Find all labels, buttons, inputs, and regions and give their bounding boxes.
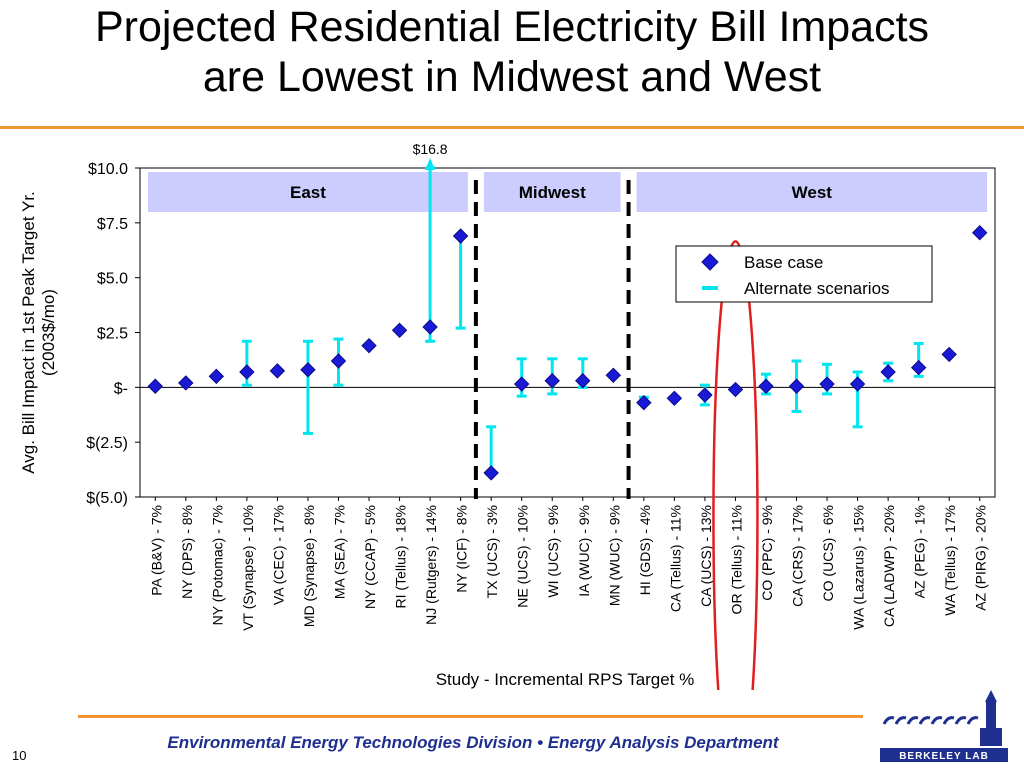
x-tick-label: HI (GDS) - 4% xyxy=(637,505,653,595)
y-tick-label: $5.0 xyxy=(97,271,128,288)
slide-title: Projected Residential Electricity Bill I… xyxy=(0,2,1024,102)
x-tick-label: OR (Tellus) - 11% xyxy=(728,505,744,614)
highlight-ellipse xyxy=(712,240,759,690)
base-case-point xyxy=(666,390,683,407)
x-tick-label: AZ (PIRG) - 20% xyxy=(973,505,989,611)
base-case-point xyxy=(178,375,194,391)
base-case-point xyxy=(452,228,469,244)
x-tick-label: NY (CCAP) - 5% xyxy=(362,505,378,609)
x-tick-label: NY (DPS) - 8% xyxy=(179,505,195,599)
overflow-label: $16.8 xyxy=(413,141,448,157)
region-band-east xyxy=(148,172,468,212)
legend-box xyxy=(675,245,933,303)
base-case-point xyxy=(300,362,316,378)
x-tick-label: VT (Synapse) - 10% xyxy=(240,505,256,631)
base-case-point xyxy=(544,373,560,389)
x-tick-label: NE (UCS) - 10% xyxy=(515,505,531,608)
base-case-point xyxy=(972,224,988,241)
x-tick-label: AZ (PEG) - 1% xyxy=(912,505,928,598)
base-case-point xyxy=(880,364,896,380)
base-case-point xyxy=(239,364,255,380)
legend-label-alternate: Alternate scenarios xyxy=(744,279,890,298)
base-case-point xyxy=(513,376,530,392)
x-tick-label: TX (UCS) - 3% xyxy=(484,505,500,598)
base-case-point xyxy=(147,378,163,394)
base-case-point xyxy=(422,319,438,335)
region-band-midwest xyxy=(483,172,621,212)
y-axis-title-line-1: Avg. Bill Impact in 1st Peak Target Yr. xyxy=(19,191,38,474)
base-case-point xyxy=(575,373,591,389)
legend-marker-base-case xyxy=(701,253,719,271)
base-case-point xyxy=(483,465,499,481)
y-tick-label: $(5.0) xyxy=(86,490,128,507)
x-tick-label: WI (UCS) - 9% xyxy=(545,505,561,598)
y-tick-label: $2.5 xyxy=(97,326,128,343)
base-case-point xyxy=(727,381,744,398)
x-tick-label: MN (WUC) - 9% xyxy=(606,505,622,606)
base-case-point xyxy=(788,378,805,394)
base-case-point xyxy=(758,378,774,394)
base-case-point xyxy=(910,359,927,376)
top-divider xyxy=(0,126,1024,129)
x-tick-label: CA (UCS) - 13% xyxy=(698,505,714,607)
region-band-west xyxy=(636,172,987,212)
x-axis-title: Study - Incremental RPS Target % xyxy=(436,670,695,689)
base-case-point xyxy=(941,346,957,363)
y-axis-title-line-2: (2003$/mo) xyxy=(39,289,58,376)
x-tick-label: VA (CEC) - 17% xyxy=(270,505,286,605)
x-tick-label: CA (CRS) - 17% xyxy=(790,505,806,607)
legend-label-base-case: Base case xyxy=(744,253,823,272)
x-tick-label: NY (Potomac) - 7% xyxy=(209,505,225,625)
x-tick-label: IA (WUC) - 9% xyxy=(576,505,592,597)
base-case-point xyxy=(391,322,408,339)
base-case-point xyxy=(697,387,713,403)
y-tick-label: $(2.5) xyxy=(86,435,128,452)
bottom-divider xyxy=(78,715,863,718)
title-line-1: Projected Residential Electricity Bill I… xyxy=(94,3,930,51)
x-tick-label: MA (SEA) - 7% xyxy=(331,505,347,599)
page-number: 10 xyxy=(12,748,27,763)
base-case-point xyxy=(819,376,835,392)
x-tick-label: CO (PPC) - 9% xyxy=(759,505,775,601)
x-tick-label: WA (Tellus) - 17% xyxy=(942,505,958,616)
base-case-point xyxy=(636,394,652,411)
region-label-midwest: Midwest xyxy=(519,183,586,202)
title-line-2: are Lowest in Midwest and West xyxy=(202,53,822,101)
base-case-point xyxy=(208,368,225,385)
y-tick-label: $- xyxy=(114,380,128,397)
x-tick-label: CO (UCS) - 6% xyxy=(820,505,836,601)
bill-impact-chart: East Midwest West $10.0 $7.5 $5.0 $2.5 $- $(2.5)… xyxy=(19,141,996,690)
x-tick-label: NY (ICF) - 8% xyxy=(454,505,470,593)
x-tick-label: CA (Tellus) - 11% xyxy=(667,505,683,612)
logo-text: BERKELEY LAB xyxy=(899,751,989,762)
y-tick-label: $10.0 xyxy=(88,161,128,178)
base-case-point xyxy=(361,337,377,354)
base-case-point xyxy=(849,376,866,392)
footer-text: Environmental Energy Technologies Divisi… xyxy=(167,733,779,752)
region-label-east: East xyxy=(290,183,326,202)
x-tick-label: NJ (Rutgers) - 14% xyxy=(423,505,439,625)
region-label-west: West xyxy=(792,183,833,202)
base-case-point xyxy=(269,363,286,379)
x-tick-label: MD (Synapse) - 8% xyxy=(301,505,317,627)
x-tick-label: PA (B&V) - 7% xyxy=(148,505,164,596)
base-case-point xyxy=(605,367,622,383)
y-tick-label: $7.5 xyxy=(97,216,128,233)
plot-area xyxy=(139,167,996,498)
x-tick-label: RI (Tellus) - 18% xyxy=(393,505,409,608)
x-tick-label: CA (LADWP) - 20% xyxy=(881,505,897,627)
berkeley-lab-logo: BERKELEY LAB xyxy=(880,690,1008,762)
x-tick-label: WA (Lazarus) - 15% xyxy=(851,505,867,630)
base-case-point xyxy=(330,353,347,369)
